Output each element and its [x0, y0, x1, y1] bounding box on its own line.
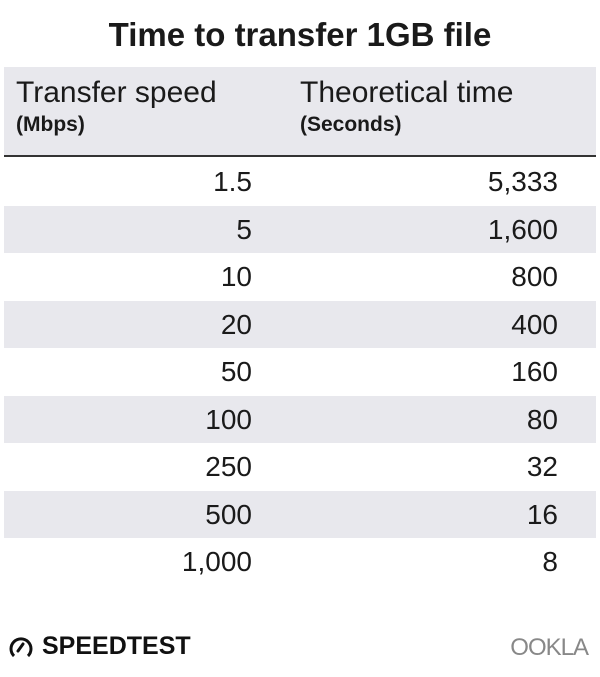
table-header: Transfer speed (Mbps) Theoretical time (… — [4, 67, 596, 157]
gauge-icon — [9, 636, 33, 657]
table-row: 1.5 5,333 — [4, 158, 596, 206]
table-row: 250 32 — [4, 443, 596, 491]
time-cell: 800 — [511, 261, 558, 292]
speedtest-logo: SPEEDTEST — [8, 632, 191, 661]
table-body: 1.5 5,333 5 1,600 10 800 20 400 50 160 100 80 250 32 5… — [4, 158, 596, 586]
header-transfer-speed: Transfer speed (Mbps) — [16, 75, 217, 139]
speed-cell: 1,000 — [181, 546, 252, 577]
time-cell: 1,600 — [487, 213, 558, 245]
speed-cell: 5 — [236, 213, 252, 245]
speed-cell: 100 — [205, 403, 252, 435]
time-cell: 400 — [511, 308, 558, 340]
table-row: 5 1,600 — [4, 205, 596, 253]
header-theoretical-time: Theoretical time (Seconds) — [300, 75, 513, 139]
speed-cell: 250 — [205, 451, 252, 482]
ookla-logo: OOKLA — [510, 634, 589, 662]
ookla-wordmark: OOKLA — [510, 634, 589, 661]
time-cell: 80 — [526, 403, 558, 435]
chart-title: Time to transfer 1GB file — [108, 16, 492, 53]
speedtest-wordmark: SPEEDTEST — [42, 632, 191, 660]
table-row: 100 80 — [4, 395, 596, 443]
header-label: Theoretical time — [300, 76, 514, 109]
speed-cell: 10 — [220, 261, 252, 292]
time-cell: 8 — [542, 546, 558, 577]
table-row: 20 400 — [4, 300, 596, 348]
header-label: Transfer speed — [16, 76, 217, 109]
time-cell: 5,333 — [487, 166, 558, 197]
speed-cell: 20 — [220, 308, 252, 340]
speed-cell: 1.5 — [213, 166, 252, 197]
time-cell: 160 — [511, 356, 558, 387]
time-cell: 32 — [526, 451, 558, 482]
table-row: 50 160 — [4, 348, 596, 396]
time-cell: 16 — [526, 498, 558, 530]
header-unit: (Mbps) — [16, 113, 85, 136]
table-row: 500 16 — [4, 490, 596, 538]
speed-cell: 500 — [205, 498, 252, 530]
table-row: 1,000 8 — [4, 538, 596, 586]
header-unit: (Seconds) — [300, 113, 402, 136]
speed-cell: 50 — [220, 356, 252, 387]
table-row: 10 800 — [4, 253, 596, 301]
